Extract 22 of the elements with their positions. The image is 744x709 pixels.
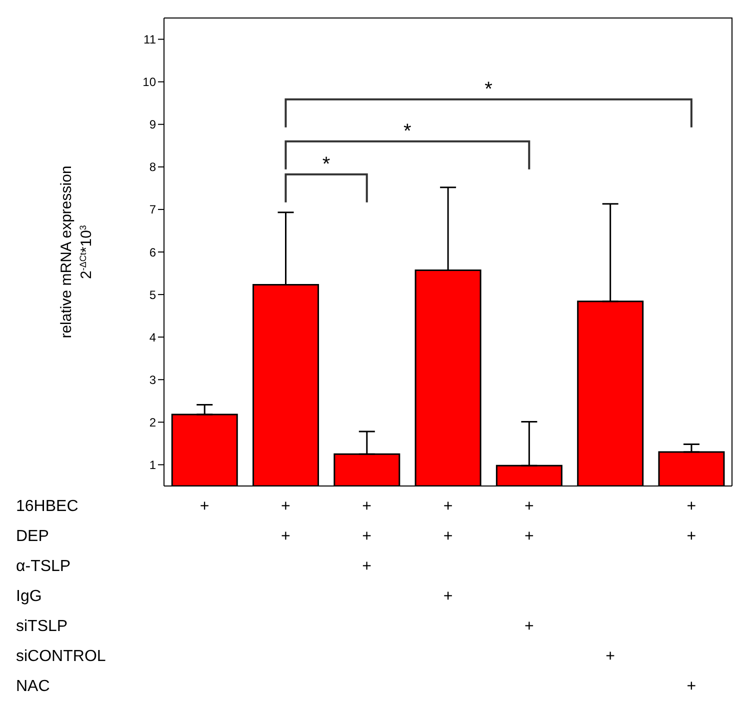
annotation: * — [404, 120, 412, 142]
y-tick-label: 3 — [149, 372, 156, 387]
text: + + + — [686, 498, 696, 695]
y-tick-label: 9 — [149, 118, 156, 132]
annotation: * — [322, 153, 330, 176]
text: + + — [281, 498, 290, 545]
y-tick-label: 7 — [149, 202, 156, 217]
text: + + + — [443, 498, 453, 605]
y-tick-label: 5 — [149, 288, 156, 302]
y-tick-label: 2 — [149, 415, 156, 430]
annotation: * — [484, 78, 493, 100]
y-tick-label: 6 — [149, 245, 156, 260]
x-axis-title: 16HBEC DEP α-TSLP IgG siTSLP siCONTROL NAC — [16, 498, 106, 695]
text: + — [200, 498, 210, 515]
y-tick-label: 4 — [149, 330, 156, 344]
y-tick-label: 11 — [144, 32, 156, 47]
y-tick-label: 10 — [142, 75, 156, 90]
text: + + + — [524, 498, 534, 635]
y-tick-label: 1 — [149, 458, 156, 472]
text: + — [606, 648, 615, 665]
y-tick-label: 8 — [149, 160, 156, 174]
text: + + + — [362, 498, 372, 575]
